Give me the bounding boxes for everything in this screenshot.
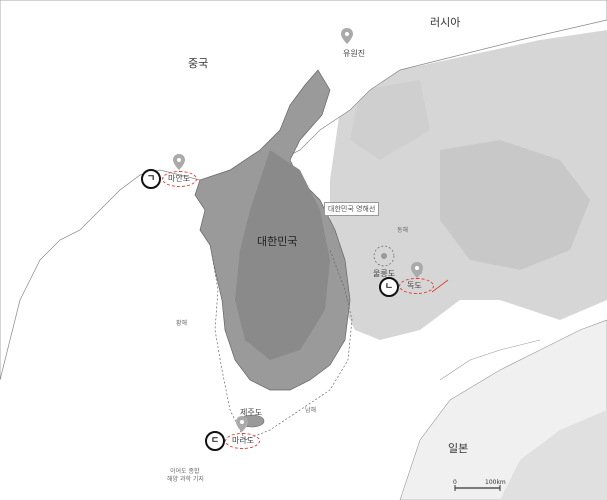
highlight-ring [399,278,434,294]
scale-zero: 0 [453,479,457,486]
label-ieodo-line1: 이어도 종합 [170,468,200,475]
highlight-ring [225,433,260,449]
label-uwonjin: 유원진 [343,49,366,58]
label-marado: 마라도 [232,436,255,445]
marker-giyeok: ㄱ [141,169,161,189]
pin-icon [173,154,185,170]
label-east-sea: 동해 [397,227,409,234]
pin-icon [236,416,248,432]
label-japan: 일본 [448,442,469,455]
label-jejudo: 제주도 [240,408,263,417]
pin-icon [341,28,353,44]
label-eez: 대한민국 영해선 [324,202,380,216]
label-china: 중국 [188,57,209,70]
label-dokdo: 독도 [407,281,422,290]
marker-digeut: ㄷ [205,431,225,451]
label-maando: 마안도 [168,174,191,183]
label-korea: 대한민국 [257,235,298,248]
highlight-ring [162,171,197,187]
label-yellow-sea: 황해 [176,320,188,327]
pin-icon [411,262,423,278]
label-south-sea: 남해 [305,407,317,414]
marker-nieun: ㄴ [379,277,399,297]
label-russia: 러시아 [430,16,461,29]
scale-km: 100km [485,479,506,486]
label-ulleungdo: 울릉도 [373,269,396,278]
label-ieodo-line2: 해양 과학 기지 [167,476,204,483]
